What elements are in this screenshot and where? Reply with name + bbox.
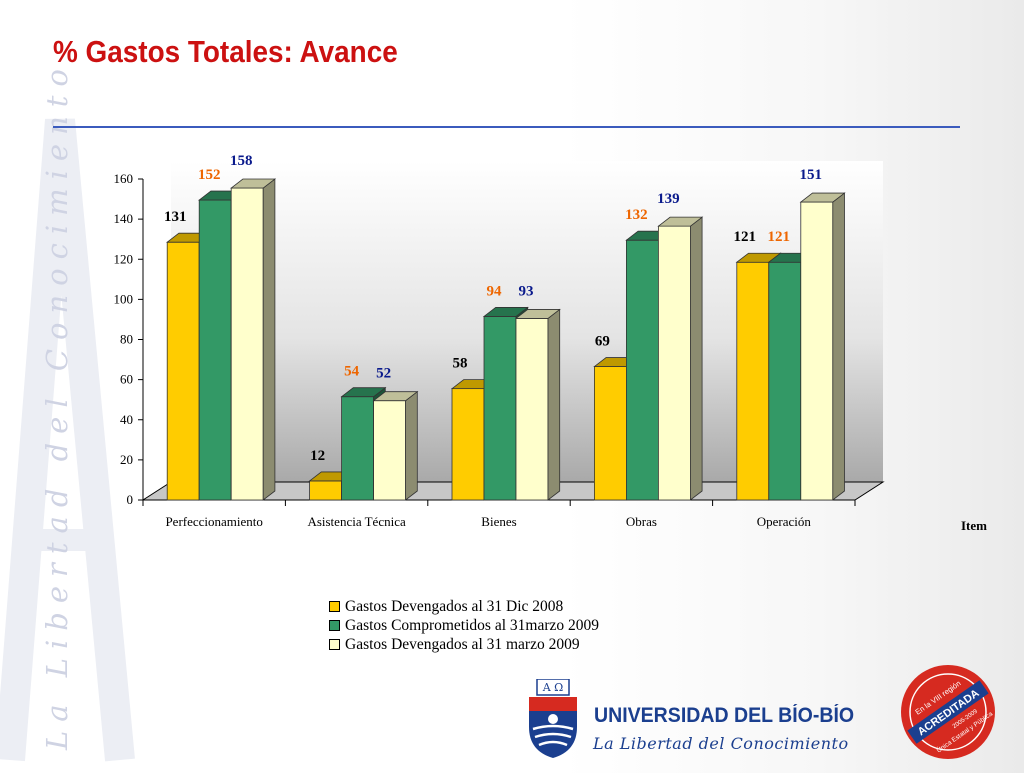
watermark-shape: [0, 118, 135, 762]
data-label-3: 52: [376, 366, 391, 382]
bar-3: [373, 400, 407, 501]
legend-swatch-1: [329, 601, 340, 612]
bar-side-3: [547, 308, 561, 501]
bar-1: [309, 480, 343, 501]
chart-legend: Gastos Devengados al 31 Dic 2008 Gastos …: [329, 597, 599, 654]
legend-label-2: Gastos Comprometidos al 31marzo 2009: [345, 617, 599, 634]
legend-entry-1: Gastos Devengados al 31 Dic 2008: [329, 597, 599, 616]
title-divider: [53, 126, 960, 128]
accreditation-seal-icon: ACREDITADA En la VIII región 2005-2009 Ú…: [901, 665, 995, 759]
data-label-2: 94: [487, 283, 503, 299]
data-label-2: 152: [198, 167, 221, 183]
bar-2: [198, 199, 232, 501]
bar-top-3: [230, 178, 277, 189]
bar-3: [230, 187, 264, 501]
bar-3: [800, 201, 834, 501]
bar-top-3: [657, 216, 704, 227]
data-label-3: 151: [800, 167, 823, 183]
page-title: % Gastos Totales: Avance: [53, 34, 398, 69]
bar-1: [736, 261, 770, 501]
x-tick-label: Asistencia Técnica: [307, 514, 406, 529]
university-crest-icon: A Ω: [529, 679, 577, 758]
y-tick-label: 40: [120, 412, 133, 427]
bar-3: [658, 225, 691, 501]
data-label-3: 139: [657, 191, 680, 207]
data-label-1: 121: [734, 229, 757, 245]
bar-side-3: [405, 390, 418, 501]
y-tick-label: 20: [120, 452, 133, 467]
y-tick-label: 80: [120, 332, 133, 347]
data-label-3: 158: [230, 153, 253, 169]
data-label-1: 12: [310, 448, 325, 464]
university-tagline: La Libertad del Conocimiento: [593, 734, 849, 753]
data-label-2: 132: [625, 207, 648, 223]
legend-label-1: Gastos Devengados al 31 Dic 2008: [345, 598, 564, 615]
bar-2: [768, 261, 802, 501]
university-name: UNIVERSIDAD DEL BÍO-BÍO: [594, 704, 855, 727]
bar-side-3: [262, 178, 276, 501]
data-label-1: 69: [595, 334, 610, 350]
crest-letters: A Ω: [542, 681, 564, 694]
y-tick-label: 160: [114, 171, 134, 186]
legend-swatch-3: [329, 639, 340, 650]
y-tick-label: 140: [114, 211, 134, 226]
bar-top-2: [340, 387, 387, 398]
legend-label-3: Gastos Devengados al 31 marzo 2009: [345, 636, 580, 653]
bar-top-3: [514, 309, 561, 319]
legend-swatch-2: [329, 620, 340, 631]
bar-2: [341, 396, 375, 501]
bar-side-3: [832, 192, 845, 501]
x-tick-label: Bienes: [481, 514, 516, 529]
data-label-2: 54: [344, 364, 360, 380]
side-watermark: [0, 0, 140, 768]
x-tick-label: Obras: [626, 514, 657, 529]
bar-1: [451, 388, 485, 501]
y-tick-label: 120: [114, 251, 134, 266]
x-tick-label: Operación: [757, 514, 812, 529]
bar-2: [626, 239, 659, 501]
x-axis-title: Item: [961, 518, 987, 533]
bar-1: [166, 241, 200, 501]
bar-3: [515, 318, 549, 501]
data-label-3: 93: [519, 283, 534, 299]
data-label-2: 121: [768, 229, 791, 245]
data-label-1: 131: [164, 209, 187, 225]
bar-2: [483, 316, 517, 501]
bar-top-3: [799, 192, 846, 203]
y-tick-label: 60: [120, 372, 133, 387]
bar-top-2: [482, 307, 529, 317]
legend-entry-2: Gastos Comprometidos al 31marzo 2009: [329, 616, 599, 635]
bar-top-3: [372, 391, 419, 402]
x-tick-label: Perfeccionamiento: [165, 514, 262, 529]
bar-side-3: [690, 216, 703, 501]
bar-1: [594, 366, 627, 501]
data-label-1: 58: [453, 356, 468, 372]
footer-branding: A Ω UNIVERSIDAD DEL BÍO-BÍO La Libertad …: [510, 665, 1024, 768]
legend-entry-3: Gastos Devengados al 31 marzo 2009: [329, 635, 599, 654]
y-tick-label: 100: [114, 291, 134, 306]
y-tick-label: 0: [127, 492, 134, 507]
